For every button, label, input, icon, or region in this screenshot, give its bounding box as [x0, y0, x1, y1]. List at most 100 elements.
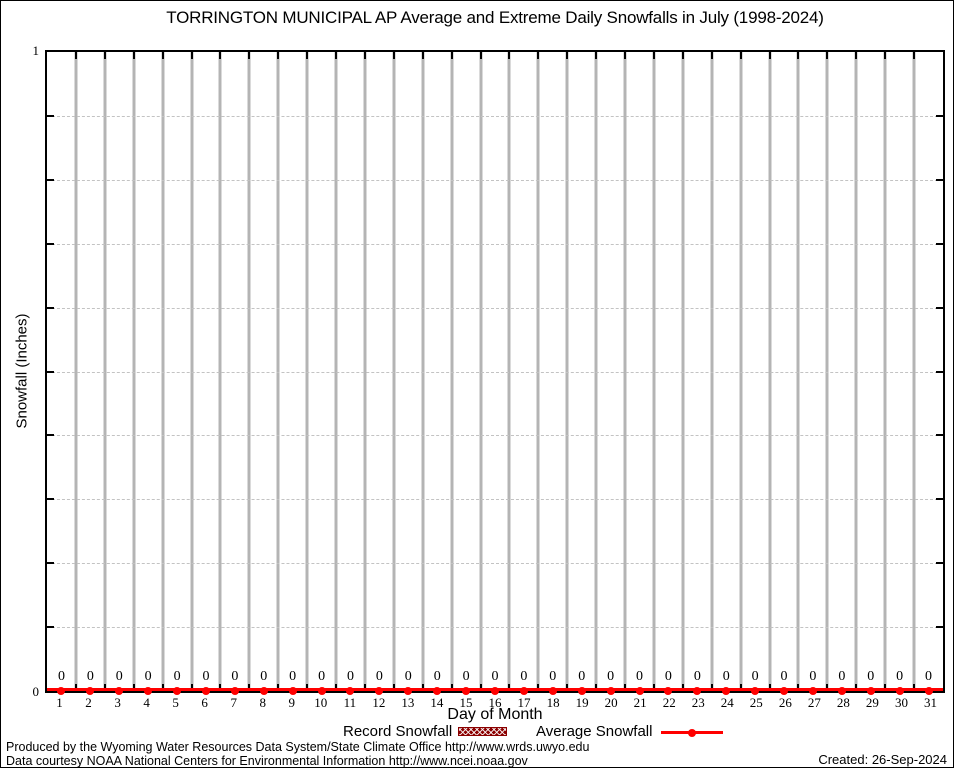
data-value-label: 0 — [86, 669, 94, 684]
average-snowfall-point — [866, 687, 875, 695]
data-value-label: 0 — [867, 669, 875, 684]
x-tick-label: 1 — [56, 695, 63, 710]
data-value-label: 0 — [491, 669, 499, 684]
axis-tick-bottom — [248, 684, 251, 691]
axis-tick-bottom — [884, 684, 887, 691]
data-value-label: 0 — [375, 669, 383, 684]
average-snowfall-point — [519, 687, 528, 695]
axis-tick-top — [277, 52, 280, 59]
axis-tick-bottom — [421, 684, 424, 691]
x-tick-label: 3 — [114, 695, 121, 710]
x-axis-title: Day of Month — [447, 706, 543, 723]
average-snowfall-point — [433, 687, 442, 695]
axis-tick-bottom — [797, 684, 800, 691]
axis-tick-top — [710, 52, 713, 59]
chart-title: TORRINGTON MUNICIPAL AP Average and Extr… — [166, 8, 824, 27]
average-snowfall-point — [346, 687, 355, 695]
axis-tick-top — [335, 52, 338, 59]
average-snowfall-point — [173, 687, 182, 695]
legend-record-snowfall-label: Record Snowfall — [343, 723, 453, 740]
axis-tick-top — [363, 52, 366, 59]
y-axis-title: Snowfall (Inches) — [13, 313, 31, 429]
x-tick-label: 28 — [836, 695, 850, 710]
axis-tick-bottom — [392, 684, 395, 691]
x-tick-label: 12 — [372, 695, 386, 710]
data-value-label: 0 — [578, 669, 586, 684]
axis-tick-top — [248, 52, 251, 59]
legend-average-snowfall-marker-icon — [688, 728, 696, 737]
data-value-label: 0 — [318, 669, 326, 684]
average-snowfall-point — [577, 687, 586, 695]
axis-tick-top — [421, 52, 424, 59]
axis-tick-right — [936, 498, 943, 501]
x-tick-label: 10 — [314, 695, 328, 710]
x-tick-label: 6 — [201, 695, 208, 710]
average-snowfall-point — [491, 687, 499, 695]
x-tick-label: 27 — [807, 695, 821, 710]
plot-area: 0 0 0 0 0 0 0 0 0 0 0 0 0 0 0 0 0 0 0 0 0 0 0 0 0 0 0 0 0 0 0 — [45, 50, 945, 695]
axis-tick-right — [936, 626, 943, 629]
data-value-label: 0 — [549, 669, 557, 684]
data-value-label: 0 — [260, 669, 268, 684]
gridline-horizontal — [47, 371, 943, 373]
axis-tick-top — [566, 52, 569, 59]
axis-tick-left — [47, 178, 54, 181]
x-tick-label: 14 — [430, 695, 444, 710]
axis-tick-bottom — [306, 684, 309, 691]
axis-tick-top — [537, 52, 540, 59]
x-axis-tick-labels: 1 2 3 4 5 6 7 8 9 10 11 12 13 14 15 16 17 18 19 20 21 22 23 24 2… — [45, 696, 945, 711]
average-snowfall-point — [664, 687, 673, 695]
x-tick-label: 2 — [85, 695, 92, 710]
average-snowfall-point — [895, 687, 904, 695]
legend-average-snowfall-line — [661, 728, 723, 737]
axis-tick-right — [936, 370, 943, 373]
axis-tick-top — [652, 52, 655, 59]
x-tick-label: 15 — [459, 695, 473, 710]
axis-tick-left — [47, 306, 54, 309]
axis-tick-top — [595, 52, 598, 59]
axis-tick-bottom — [508, 684, 511, 691]
x-tick-label: 22 — [662, 695, 676, 710]
x-tick-label: 5 — [172, 695, 179, 710]
x-tick-label: 11 — [343, 695, 357, 710]
y-tick-label-0: 0 — [32, 684, 40, 699]
gridline-horizontal — [47, 307, 943, 309]
axis-tick-right — [936, 562, 943, 565]
axis-tick-bottom — [913, 684, 916, 691]
created-date: Created: 26-Sep-2024 — [818, 752, 947, 767]
axis-tick-bottom — [681, 684, 684, 691]
data-value-label: 0 — [289, 669, 297, 684]
axis-tick-bottom — [74, 684, 77, 691]
gridline-horizontal — [47, 435, 943, 437]
x-tick-label: 25 — [749, 695, 763, 710]
average-snowfall-point — [635, 687, 644, 695]
axis-tick-bottom — [855, 684, 858, 691]
gridline-horizontal — [47, 563, 943, 565]
data-value-label: 0 — [809, 669, 817, 684]
data-value-label: 0 — [520, 669, 528, 684]
data-value-label: 0 — [231, 669, 239, 684]
average-snowfall-point — [144, 687, 153, 695]
average-snowfall-point — [751, 687, 760, 695]
axis-tick-bottom — [277, 684, 280, 691]
average-snowfall-point — [462, 687, 471, 695]
axis-tick-bottom — [768, 684, 771, 691]
axis-tick-bottom — [826, 684, 829, 691]
data-value-label: 0 — [693, 669, 701, 684]
data-value-label: 0 — [57, 669, 65, 684]
axis-tick-bottom — [652, 684, 655, 691]
gridline-horizontal — [47, 115, 943, 117]
gridline-horizontal — [47, 499, 943, 501]
axis-tick-top — [826, 52, 829, 59]
x-tick-label: 20 — [604, 695, 618, 710]
average-snowfall-point — [693, 687, 702, 695]
axis-tick-bottom — [363, 684, 366, 691]
average-snowfall-point — [201, 687, 210, 695]
axis-tick-top — [624, 52, 627, 59]
x-tick-label: 4 — [143, 695, 150, 710]
legend-average-snowfall-label: Average Snowfall — [536, 723, 653, 740]
x-tick-label: 18 — [546, 695, 560, 710]
axis-tick-bottom — [450, 684, 453, 691]
axis-tick-top — [392, 52, 395, 59]
average-snowfall-point — [86, 687, 95, 695]
